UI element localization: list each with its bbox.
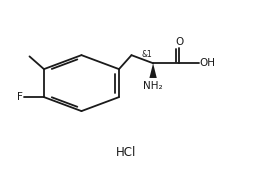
Text: &1: &1 [141,51,152,60]
Text: HCl: HCl [116,146,136,159]
Text: F: F [17,92,23,102]
Text: OH: OH [200,58,216,68]
Polygon shape [149,63,157,78]
Text: O: O [175,37,184,47]
Text: NH₂: NH₂ [143,81,163,91]
